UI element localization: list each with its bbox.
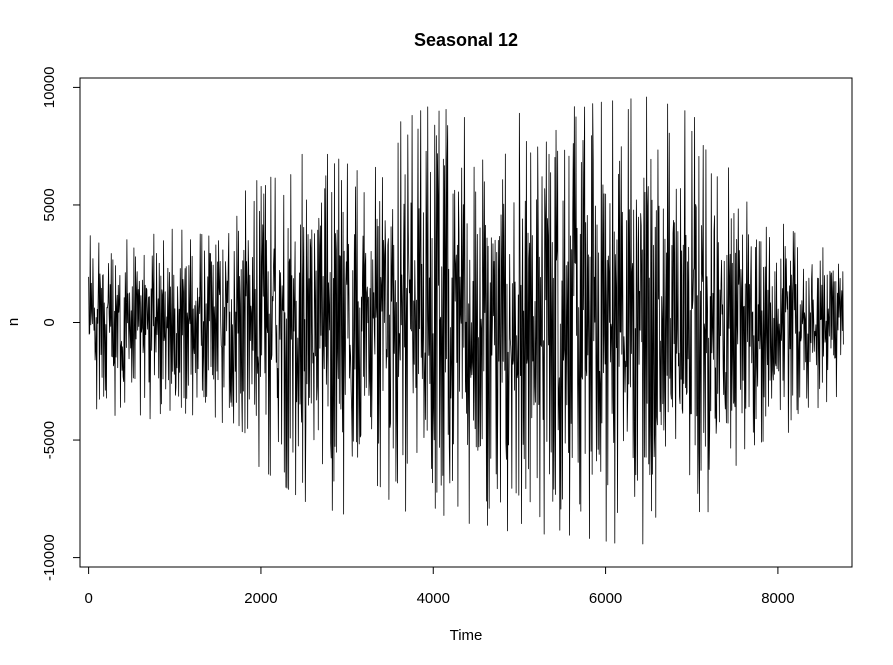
x-axis: 0 2000 4000 6000 8000 bbox=[84, 566, 795, 607]
series-path bbox=[88, 96, 844, 545]
y-tick-label: -10000 bbox=[41, 534, 58, 581]
x-tick-label: 8000 bbox=[761, 590, 794, 607]
y-tick-label: 5000 bbox=[41, 188, 58, 221]
x-tick-label: 4000 bbox=[417, 590, 450, 607]
x-tick-label: 2000 bbox=[244, 590, 277, 607]
y-tick-label: 10000 bbox=[41, 67, 58, 109]
x-tick-label: 6000 bbox=[589, 590, 622, 607]
x-axis-label: Time bbox=[450, 627, 483, 644]
y-axis: -10000 -5000 0 5000 10000 bbox=[41, 67, 81, 581]
x-tick-label: 0 bbox=[84, 590, 92, 607]
y-tick-label: 0 bbox=[41, 318, 58, 326]
y-axis-label: n bbox=[5, 318, 22, 326]
y-tick-label: -5000 bbox=[41, 421, 58, 459]
chart-title: Seasonal 12 bbox=[414, 30, 518, 50]
series-line bbox=[88, 96, 844, 545]
